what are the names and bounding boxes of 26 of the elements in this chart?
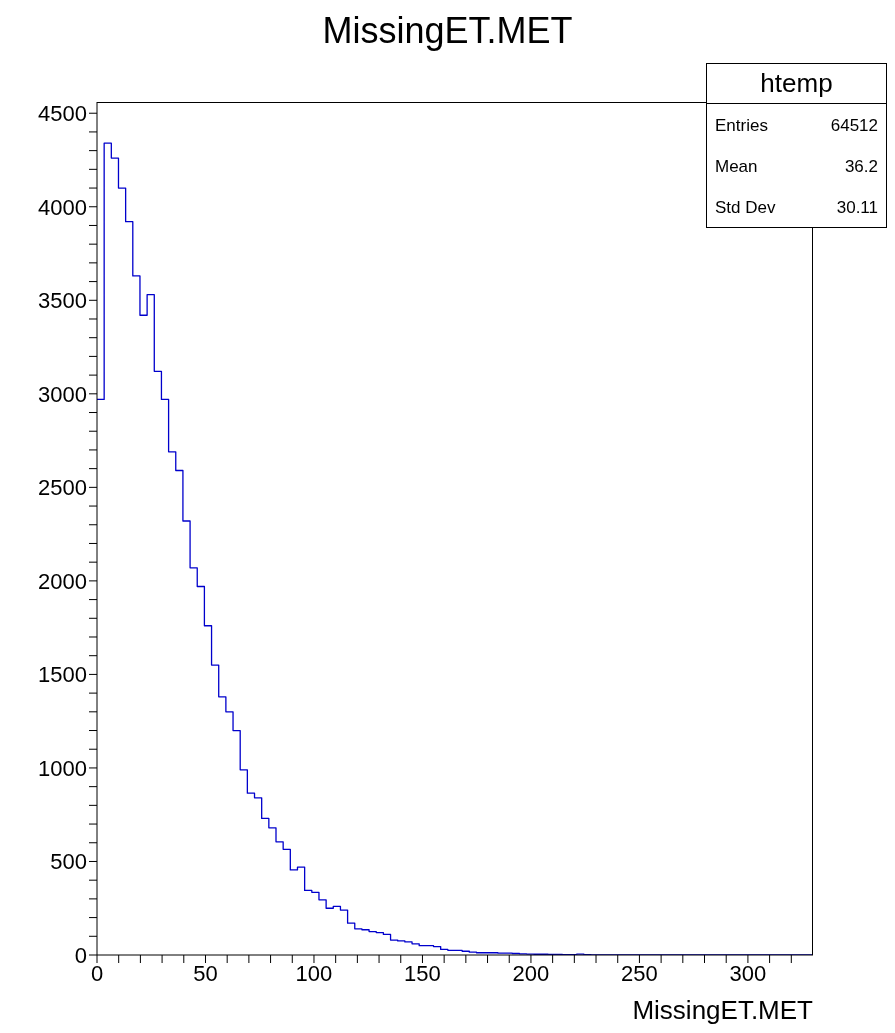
x-tick-label: 300 (729, 960, 767, 986)
y-tick-label: 1000 (38, 755, 87, 781)
text: 36.2 (844, 157, 878, 177)
x-tick-label: 0 (90, 960, 104, 986)
y-tick-label: 2000 (38, 568, 87, 594)
annotation: Std Dev (715, 198, 776, 218)
y-tick-label: 4000 (38, 194, 87, 220)
text: 64512 (830, 116, 878, 136)
x-tick-label: 50 (193, 960, 218, 986)
x-tick-label: 200 (512, 960, 550, 986)
y-tick-label: 3500 (38, 288, 87, 314)
y-tick-label: 0 (74, 942, 87, 968)
x-tick-label: 150 (404, 960, 441, 986)
x-tick-label: 100 (295, 960, 333, 986)
chart-title: MissingET.MET (321, 10, 574, 52)
text: 30.11 (836, 198, 878, 218)
y-tick-label: 2500 (38, 475, 87, 501)
y-tick-label: 3000 (38, 381, 87, 407)
y-tick-label: 4500 (38, 101, 87, 127)
x-tick-label: 250 (621, 960, 658, 986)
annotation: Mean (715, 157, 758, 177)
y-tick-label: 500 (50, 849, 87, 875)
annotation: Entries (715, 116, 768, 136)
text: htemp (707, 64, 886, 104)
x-axis-title: MissingET.MET (632, 995, 813, 1026)
y-tick-label: 1500 (38, 662, 87, 688)
